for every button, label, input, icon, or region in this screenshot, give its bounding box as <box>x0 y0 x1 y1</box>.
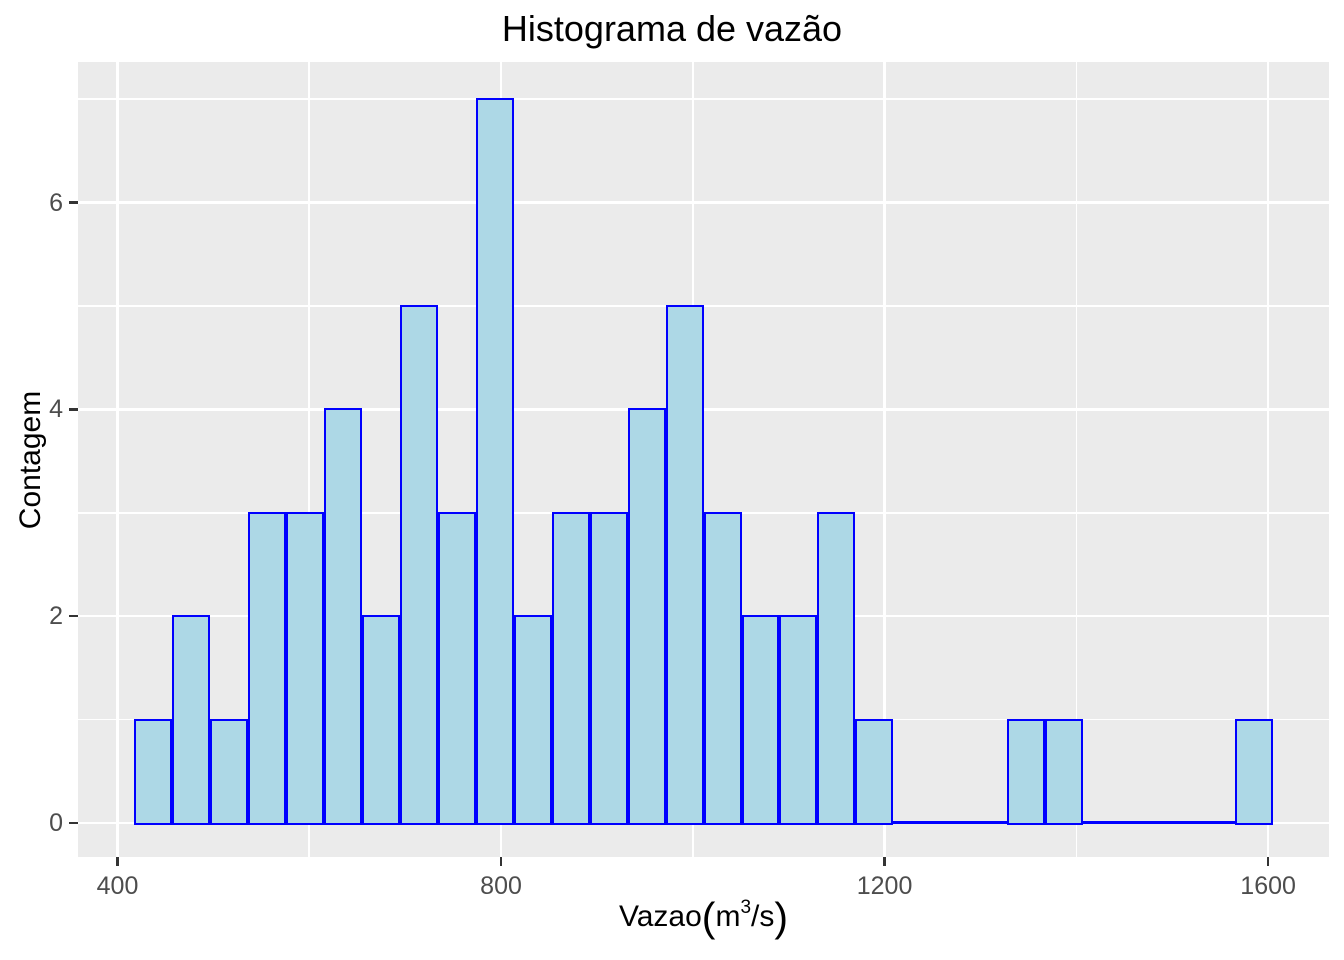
histogram-bar <box>323 408 362 825</box>
plot-title: Histograma de vazão <box>501 8 843 49</box>
y-tick-label: 6 <box>49 188 63 217</box>
y-tick-label: 0 <box>49 808 63 837</box>
histogram-bar <box>551 511 590 825</box>
histogram-bar <box>399 304 438 825</box>
histogram-bar <box>855 718 894 825</box>
y-tick-mark <box>69 201 78 204</box>
x-axis-title-rest: /s <box>751 900 775 933</box>
x-minor-gridline <box>1075 62 1078 857</box>
y-tick-label: 4 <box>49 395 63 424</box>
x-axis-title-base: m <box>715 900 741 933</box>
histogram-bar <box>703 511 742 825</box>
histogram-bar <box>665 304 704 825</box>
histogram-zero-bin <box>893 821 932 825</box>
x-tick-label: 800 <box>480 872 522 900</box>
y-tick-label: 2 <box>49 602 63 631</box>
histogram-bar <box>513 615 552 825</box>
histogram-bar <box>1235 718 1274 825</box>
x-tick-label: 1200 <box>856 872 913 900</box>
y-minor-gridline <box>78 98 1329 100</box>
histogram-zero-bin <box>931 821 970 825</box>
histogram-bar <box>627 408 666 825</box>
histogram-zero-bin <box>969 821 1008 825</box>
x-axis-title-superscript: 3 <box>740 897 752 918</box>
x-tick-label: 400 <box>96 872 139 900</box>
x-tick-mark <box>499 857 503 866</box>
histogram-bar <box>1045 718 1084 825</box>
x-axis-title-open-paren: ( <box>701 894 716 940</box>
x-axis-title-close-paren: ) <box>774 894 789 940</box>
histogram-bar <box>1007 718 1046 825</box>
y-tick-mark <box>69 614 78 618</box>
x-tick-mark <box>116 857 119 866</box>
histogram-bar <box>247 511 286 825</box>
x-tick-mark <box>883 857 886 866</box>
x-major-gridline <box>1266 62 1270 857</box>
histogram-bar <box>133 718 172 825</box>
x-minor-gridline <box>308 62 311 857</box>
x-axis-title-prefix: Vazao <box>618 900 702 933</box>
histogram-zero-bin <box>1159 821 1198 825</box>
histogram-zero-bin <box>1121 821 1160 825</box>
histogram-bar <box>437 511 476 825</box>
y-axis-title: Contagem <box>14 390 47 530</box>
histogram-zero-bin <box>1197 821 1236 825</box>
x-tick-mark <box>1266 857 1270 866</box>
histogram-bar <box>779 615 818 825</box>
y-tick-mark <box>69 408 78 411</box>
histogram-bar <box>171 615 210 825</box>
histogram-bar <box>475 98 514 825</box>
x-axis-title: Vazao(m3/s) <box>0 897 1344 938</box>
x-major-gridline <box>883 62 886 857</box>
x-major-gridline <box>116 62 119 857</box>
x-tick-label: 1600 <box>1240 872 1296 900</box>
histogram-bar <box>817 511 856 825</box>
y-major-gridline <box>78 201 1329 204</box>
histogram-bar <box>361 615 400 825</box>
histogram-bar <box>209 718 248 825</box>
plot-panel <box>78 62 1329 857</box>
histogram-bar <box>741 615 780 825</box>
histogram-bar <box>589 511 628 825</box>
y-tick-mark <box>69 821 78 825</box>
histogram-bar <box>285 511 324 825</box>
histogram-zero-bin <box>1083 821 1122 825</box>
